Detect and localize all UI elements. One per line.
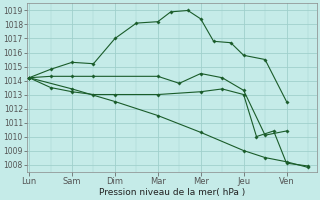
X-axis label: Pression niveau de la mer( hPa ): Pression niveau de la mer( hPa ) xyxy=(99,188,245,197)
